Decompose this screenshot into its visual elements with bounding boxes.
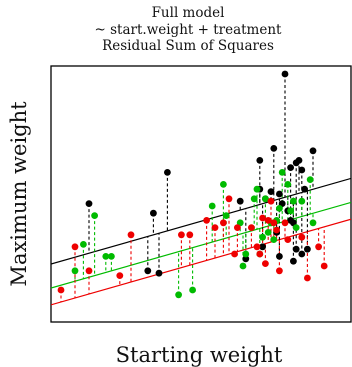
data-point [234,224,241,232]
data-point [298,233,306,241]
data-point [262,195,269,203]
data-point [85,200,93,208]
data-point [242,250,250,258]
data-point [284,236,292,244]
data-point [262,260,269,267]
data-point [239,262,247,270]
data-point [253,243,261,251]
x-axis-label: Starting weight [116,343,283,367]
data-point [71,243,79,251]
data-point [290,257,297,265]
data-point [267,197,275,205]
data-point [250,195,258,203]
data-point [309,147,317,155]
data-point [276,253,283,260]
data-point [71,267,79,275]
data-point [278,169,286,176]
data-point [301,185,308,193]
data-point [225,195,233,203]
data-point [270,219,278,227]
chart-title-line-3: Residual Sum of Squares [102,38,274,54]
data-point [236,197,244,205]
data-point [264,217,272,224]
chart-title-line-2: ~ start.weight + treatment [95,22,283,38]
data-point [259,243,266,251]
data-point [108,253,115,260]
data-point [273,226,280,234]
data-point [57,286,65,294]
data-point [220,181,227,188]
data-point [242,255,250,263]
data-point [267,188,275,196]
fit-line-0 [51,177,351,265]
data-point [256,250,264,258]
data-point [306,176,314,184]
data-point [186,231,194,239]
data-point [256,157,264,164]
data-point [248,224,255,232]
y-axis-label: Maximum weight [7,101,31,287]
data-point [211,224,219,232]
data-point [292,245,300,253]
data-point [290,197,297,205]
data-point [231,250,239,258]
data-point [276,190,283,198]
data-point [292,224,300,232]
data-point [175,291,183,299]
data-point [208,202,216,210]
data-point [281,70,289,78]
fit-line-2 [51,218,351,306]
data-point [298,166,306,174]
data-point [259,214,266,222]
data-point [304,274,311,282]
data-point [155,269,163,277]
data-point [80,241,87,248]
data-point [222,212,230,220]
data-point [203,217,211,224]
data-point [144,267,152,275]
data-point [315,243,322,251]
data-point [320,262,328,270]
data-point [276,205,283,212]
plot-frame [50,65,352,323]
data-point [304,245,311,253]
data-point [102,253,110,260]
data-point [287,164,294,172]
data-point [116,272,124,279]
data-point [264,229,272,236]
data-point [295,157,303,164]
chart-title-line-1: Full model [152,5,225,21]
data-point [127,231,135,239]
data-point [287,207,294,215]
data-point [150,209,157,217]
data-point [164,169,171,176]
data-point [85,267,93,275]
data-point [270,236,278,244]
plot-area [51,70,351,306]
data-point [253,185,261,193]
data-point [284,181,292,188]
data-point [298,197,306,205]
data-point [281,219,289,227]
data-point [220,219,227,227]
data-point [189,286,197,294]
data-point [91,212,98,220]
data-point [259,233,266,241]
data-point [309,219,317,227]
data-point [298,250,306,258]
data-point [270,145,278,152]
fit-line-1 [51,201,351,289]
data-point [178,231,185,239]
data-point [276,267,283,275]
